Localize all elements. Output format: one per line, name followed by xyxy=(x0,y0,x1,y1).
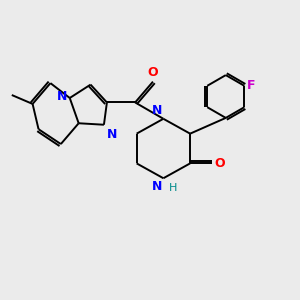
Text: N: N xyxy=(56,90,67,103)
Text: H: H xyxy=(169,183,177,193)
Text: N: N xyxy=(152,104,162,117)
Text: O: O xyxy=(215,157,225,170)
Text: N: N xyxy=(152,180,162,193)
Text: N: N xyxy=(107,128,117,141)
Text: F: F xyxy=(247,79,256,92)
Text: O: O xyxy=(148,66,158,79)
